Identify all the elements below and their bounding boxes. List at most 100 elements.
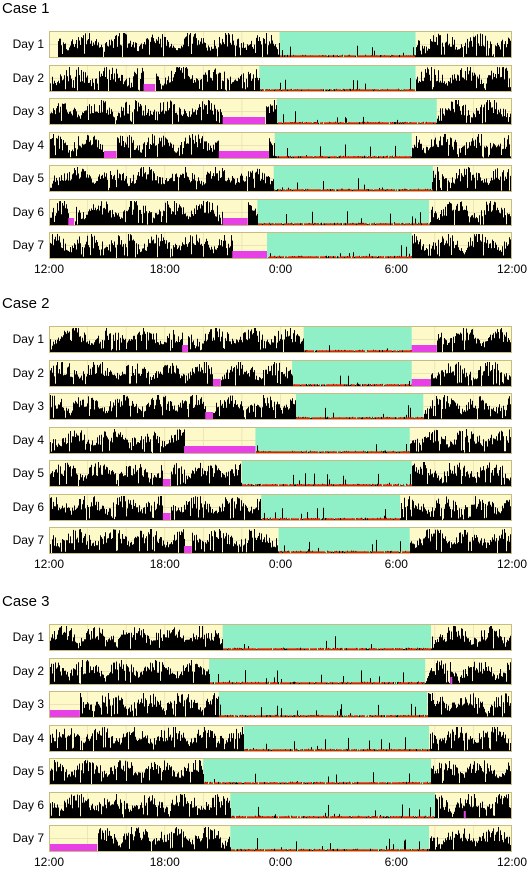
- nap-period: [463, 810, 466, 818]
- nap-period: [49, 710, 80, 717]
- track-border: [49, 165, 512, 192]
- nap-period: [222, 217, 248, 225]
- day-track: [49, 165, 512, 192]
- track-border: [49, 493, 512, 521]
- x-tick-label: 12:00: [33, 855, 65, 869]
- x-tick-label: 6:00: [384, 855, 408, 869]
- nap-period: [232, 251, 267, 258]
- track-border: [49, 791, 512, 819]
- day-label: Day 5: [12, 171, 44, 185]
- case-title: Case 1: [2, 0, 50, 17]
- day-track: [49, 64, 512, 92]
- day-track: [49, 31, 512, 58]
- x-tick-label: 18:00: [149, 262, 180, 276]
- day-track: [49, 624, 512, 651]
- x-tick-label: 0:00: [268, 557, 293, 571]
- day-track: [49, 825, 512, 852]
- day-label: Day 3: [12, 697, 44, 711]
- day-label: Day 6: [12, 499, 44, 514]
- day-label: Day 6: [12, 204, 44, 219]
- day-label: Day 4: [12, 432, 44, 447]
- x-tick-label: 12:00: [496, 557, 528, 571]
- sleep-period: [274, 132, 412, 158]
- track-border: [49, 527, 512, 554]
- nap-period: [411, 345, 437, 352]
- day-label: Day 3: [12, 104, 44, 118]
- sleep-period: [292, 360, 412, 386]
- track-border: [49, 98, 512, 125]
- day-track: [49, 691, 512, 718]
- track-border: [49, 691, 512, 718]
- day-label: Day 6: [12, 797, 44, 812]
- nap-period: [218, 150, 269, 158]
- case-title: Case 3: [2, 593, 50, 610]
- sleep-period: [278, 528, 410, 553]
- day-track: [49, 527, 512, 554]
- day-track: [49, 426, 512, 454]
- day-label: Day 4: [12, 730, 44, 745]
- nap-period: [162, 479, 171, 486]
- nap-period: [212, 378, 221, 386]
- sleep-period: [209, 658, 426, 684]
- sleep-period: [230, 826, 430, 851]
- day-track: [49, 131, 512, 159]
- day-track: [49, 460, 512, 487]
- day-label: Day 7: [12, 533, 44, 547]
- sleep-period: [241, 461, 412, 486]
- x-tick-label: 12:00: [496, 855, 528, 869]
- day-label: Day 2: [12, 365, 44, 380]
- sleep-period: [303, 327, 412, 352]
- track-border: [49, 460, 512, 487]
- nap-period: [184, 546, 192, 553]
- sleep-period: [259, 65, 416, 91]
- x-tick-label: 0:00: [268, 262, 293, 276]
- day-track: [49, 493, 512, 521]
- nap-period: [182, 345, 188, 352]
- track-border: [49, 326, 512, 353]
- sleep-period: [279, 32, 416, 57]
- x-tick-label: 12:00: [496, 262, 528, 276]
- nap-period: [222, 117, 266, 124]
- x-tick-label: 6:00: [384, 262, 408, 276]
- track-border: [49, 624, 512, 651]
- track-border: [49, 232, 512, 259]
- nap-period: [68, 217, 75, 225]
- day-label: Day 1: [12, 630, 44, 644]
- nap-period: [143, 83, 156, 91]
- track-border: [49, 724, 512, 752]
- day-label: Day 3: [12, 399, 44, 413]
- day-track: [49, 657, 512, 685]
- sleep-period: [273, 166, 433, 191]
- track-border: [49, 31, 512, 58]
- day-track: [49, 326, 512, 353]
- nap-period: [184, 445, 256, 453]
- day-label: Day 1: [12, 332, 44, 346]
- sleep-period: [261, 494, 401, 520]
- x-tick-label: 18:00: [149, 557, 180, 571]
- track-border: [49, 426, 512, 454]
- track-border: [49, 131, 512, 159]
- x-tick-label: 0:00: [268, 855, 293, 869]
- nap-period: [49, 844, 98, 851]
- day-track: [49, 791, 512, 819]
- track-border: [49, 657, 512, 685]
- track-border: [49, 393, 512, 420]
- day-track: [49, 393, 512, 420]
- day-label: Day 5: [12, 466, 44, 480]
- day-track: [49, 758, 512, 785]
- day-track: [49, 724, 512, 752]
- sleep-period: [276, 99, 437, 124]
- sleep-period: [203, 759, 431, 784]
- day-label: Day 1: [12, 37, 44, 51]
- case-title: Case 2: [2, 295, 50, 312]
- day-label: Day 4: [12, 137, 44, 152]
- sleep-period: [257, 199, 430, 225]
- track-border: [49, 758, 512, 785]
- nap-period: [162, 512, 171, 520]
- x-tick-label: 6:00: [384, 557, 408, 571]
- nap-period: [450, 676, 453, 684]
- x-tick-label: 12:00: [33, 262, 65, 276]
- track-border: [49, 359, 512, 387]
- day-track: [49, 232, 512, 259]
- day-label: Day 7: [12, 238, 44, 252]
